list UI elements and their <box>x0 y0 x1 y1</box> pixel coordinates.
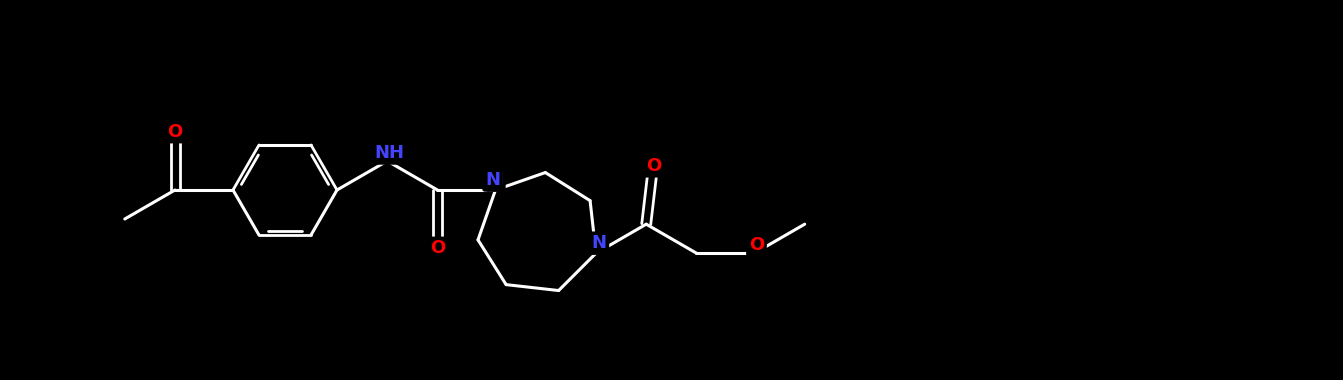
Text: O: O <box>646 157 662 175</box>
Text: O: O <box>430 239 445 257</box>
Text: NH: NH <box>375 144 404 162</box>
Text: O: O <box>168 123 183 141</box>
Text: O: O <box>749 236 764 254</box>
Text: N: N <box>485 171 500 189</box>
Text: N: N <box>488 171 504 189</box>
Text: N: N <box>591 234 607 252</box>
